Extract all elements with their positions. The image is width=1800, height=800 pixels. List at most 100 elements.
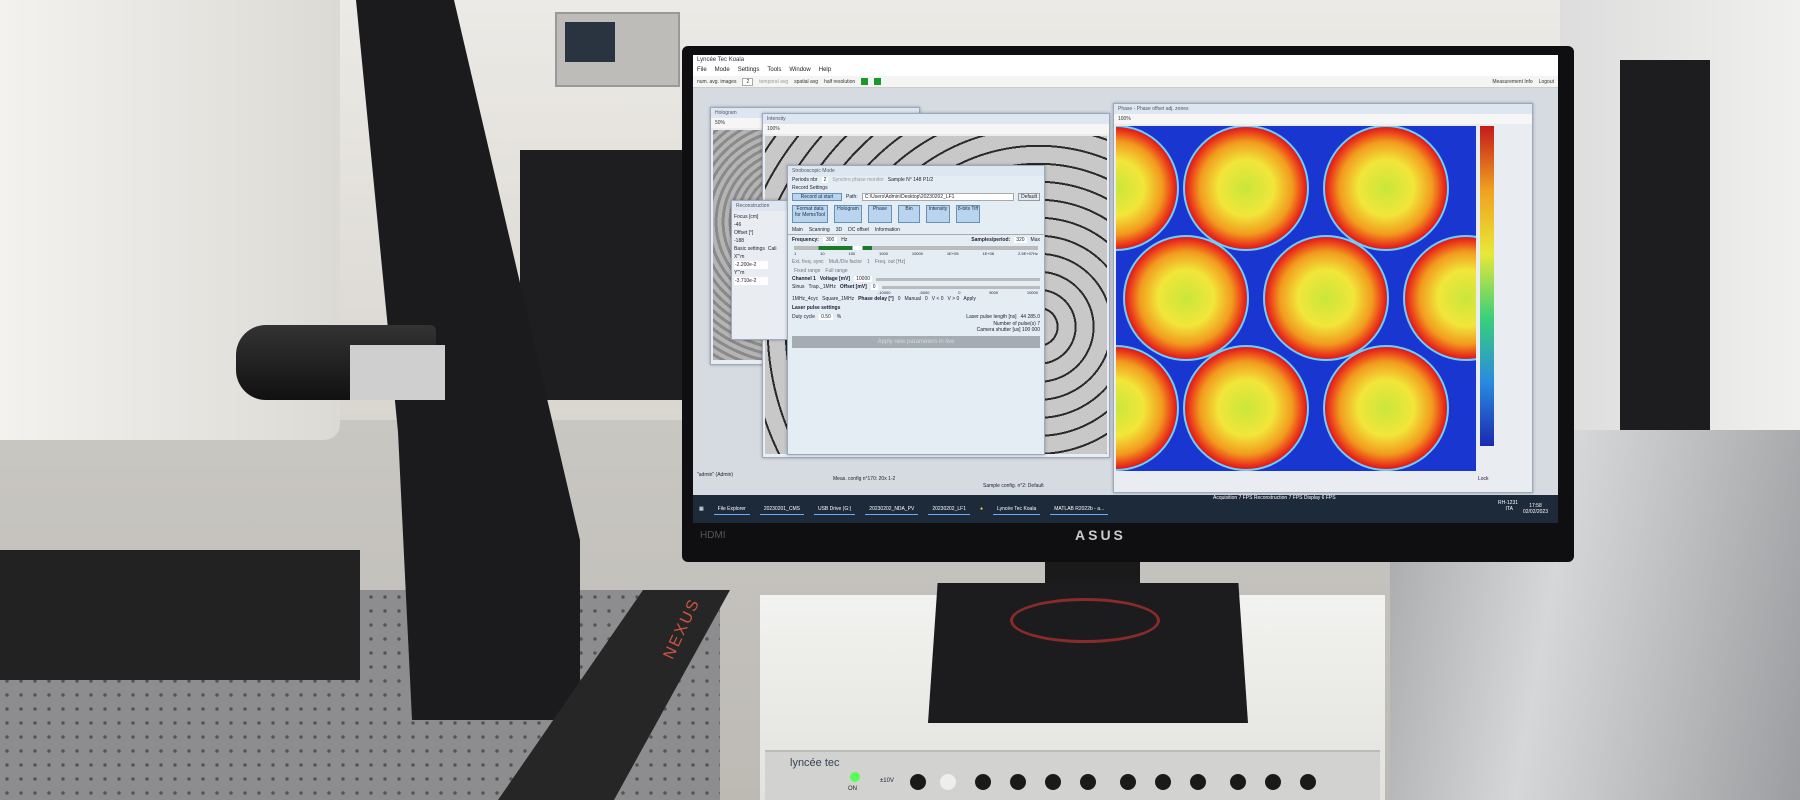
phase-zoom[interactable]: 100% xyxy=(1114,114,1532,124)
taskbar-folder[interactable]: 20230201_CMS xyxy=(759,504,804,515)
phase-button[interactable]: Phase xyxy=(868,205,892,223)
port[interactable] xyxy=(1265,774,1281,790)
clock-time[interactable]: 17:58 xyxy=(1529,503,1542,509)
mode-zero[interactable]: 0 xyxy=(924,296,928,302)
menu-file[interactable]: File xyxy=(697,67,707,73)
phase-colorbar xyxy=(1480,126,1494,446)
start-icon[interactable]: ▦ xyxy=(699,506,704,512)
offset-slider[interactable] xyxy=(881,286,1040,289)
apply-live-button[interactable]: Apply new parameters in live xyxy=(792,336,1040,348)
default-button[interactable]: Default xyxy=(1018,193,1040,201)
voltage-slider[interactable] xyxy=(876,278,1040,281)
temporal-avg-checkbox[interactable]: temporal avg xyxy=(759,78,789,85)
stroboscopic-title: Stroboscopic Mode xyxy=(788,166,1044,176)
apply-button[interactable]: Apply xyxy=(963,296,976,302)
port[interactable] xyxy=(1190,774,1206,790)
mode-manual[interactable]: Manual xyxy=(904,296,921,302)
hologram-button[interactable]: Hologram xyxy=(834,205,862,223)
taskbar-folder[interactable]: 20230202_NDA_PV xyxy=(865,504,919,515)
chrome-icon[interactable]: ● xyxy=(980,506,984,512)
taskbar-usb[interactable]: USB Drive (G:) xyxy=(813,504,856,515)
format-data-button[interactable]: Format data for MemsTool xyxy=(792,205,828,223)
phase-bin-button[interactable]: Bin xyxy=(898,205,920,223)
frequency-input[interactable]: 300 xyxy=(822,237,838,243)
bnc-port[interactable] xyxy=(975,774,991,790)
waveform-1mhz-4cyc[interactable]: 1MHz_4cyc xyxy=(792,296,819,302)
port[interactable] xyxy=(1010,774,1026,790)
fixed-range-radio[interactable]: Fixed range xyxy=(794,268,821,274)
path-input[interactable]: C:\Users\Admin\Desktop\20230202_LF1 xyxy=(861,193,1015,201)
periods-input[interactable]: 2 xyxy=(821,177,829,183)
green-icon[interactable] xyxy=(874,78,882,85)
measurement-info-link[interactable]: Measurement Info xyxy=(1492,78,1533,85)
taskbar-matlab[interactable]: MATLAB R2022b - a... xyxy=(1050,504,1109,515)
half-resolution-checkbox[interactable]: half resolution xyxy=(824,78,856,85)
y-value[interactable]: -3.710e-2 xyxy=(734,277,768,285)
phase-cell xyxy=(1183,126,1309,251)
spatial-avg-checkbox[interactable]: spatial avg xyxy=(794,78,819,85)
led-label: ON xyxy=(848,786,857,792)
taskbar-folder[interactable]: 20230202_LF1 xyxy=(928,504,970,515)
power-led xyxy=(850,772,860,782)
samples-input[interactable]: 320 xyxy=(1014,237,1027,243)
menu-tools[interactable]: Tools xyxy=(767,67,782,73)
clock-date[interactable]: 02/02/2023 xyxy=(1522,509,1548,515)
tab-scanning[interactable]: Scanning xyxy=(808,227,830,233)
port[interactable] xyxy=(1120,774,1136,790)
duty-cycle-input[interactable]: 0.50 xyxy=(819,314,833,320)
intensity-tiff-button[interactable]: 8-bits Tiff xyxy=(956,205,980,223)
menu-settings[interactable]: Settings xyxy=(737,67,760,73)
mode-neg[interactable]: V < 0 xyxy=(931,296,944,302)
bnc-port[interactable] xyxy=(940,774,956,790)
voltage-input[interactable]: 10000 xyxy=(854,276,873,282)
lock-checkbox[interactable]: Lock xyxy=(1478,476,1489,482)
pulse-length-value[interactable]: 44 285.0 xyxy=(1020,314,1040,320)
microscope-stage xyxy=(0,550,360,680)
bnc-port[interactable] xyxy=(910,774,926,790)
offset-ticks: -10000 -5000 0 5000 10000 xyxy=(878,290,1038,295)
logout-link[interactable]: Logout xyxy=(1538,78,1554,85)
synchro-checkbox[interactable]: Synchro phase monitor xyxy=(832,177,884,183)
waveform-trap[interactable]: Trap._1MHz xyxy=(808,284,836,290)
taskbar-koala[interactable]: Lyncée Tec Koala xyxy=(993,504,1041,515)
oscilloscope-screen xyxy=(565,22,615,62)
mult-div-input[interactable]: 1 xyxy=(867,259,870,265)
port[interactable] xyxy=(1155,774,1171,790)
taskbar-file-explorer[interactable]: File Explorer xyxy=(713,504,750,515)
record-at-start-toggle[interactable]: Record at start xyxy=(792,193,842,201)
tab-dc-offset[interactable]: DC offset xyxy=(848,227,869,233)
port[interactable] xyxy=(1300,774,1316,790)
num-avg-input[interactable]: 2 xyxy=(742,77,754,86)
x-value[interactable]: -2.200e-2 xyxy=(734,261,768,269)
sample-number: Sample N° 148 P1/2 xyxy=(887,177,934,183)
menu-window[interactable]: Window xyxy=(789,67,811,73)
max-button[interactable]: Max xyxy=(1030,237,1040,243)
port[interactable] xyxy=(1045,774,1061,790)
waveform-sinus[interactable]: Sinus xyxy=(792,284,805,290)
frequency-slider[interactable] xyxy=(794,246,1038,250)
full-range-radio[interactable]: Full range xyxy=(825,268,848,274)
waveform-square[interactable]: Square_1MHz xyxy=(822,296,855,302)
channel-checkbox[interactable]: Channel 1 xyxy=(792,276,816,282)
tab-calibration[interactable]: Cali xyxy=(767,246,777,252)
green-icon[interactable] xyxy=(861,78,869,85)
phase-delay-input[interactable]: 0 xyxy=(897,296,901,302)
tab-basic-settings[interactable]: Basic settings xyxy=(734,246,765,252)
tab-main[interactable]: Main xyxy=(792,227,803,233)
ext-sync-checkbox[interactable]: Ext. freq. sync xyxy=(792,259,824,265)
tab-3d[interactable]: 3D xyxy=(835,227,843,233)
port[interactable] xyxy=(1230,774,1246,790)
offset-input[interactable]: 0 xyxy=(870,284,878,290)
intensity-zoom[interactable]: 100% xyxy=(763,124,1109,134)
menu-help[interactable]: Help xyxy=(818,67,832,73)
mode-pos[interactable]: V > 0 xyxy=(947,296,960,302)
tab-information[interactable]: Information xyxy=(874,227,900,233)
offset-value[interactable]: -188 xyxy=(734,238,745,244)
menu-mode[interactable]: Mode xyxy=(714,67,730,73)
focus-value[interactable]: -46 xyxy=(734,222,742,228)
shutter-value[interactable]: 100 000 xyxy=(1021,327,1040,333)
port[interactable] xyxy=(1080,774,1096,790)
language[interactable]: ITA xyxy=(1505,506,1513,512)
pulses-value[interactable]: 7 xyxy=(1037,321,1040,327)
intensity-button[interactable]: Intensity xyxy=(926,205,950,223)
